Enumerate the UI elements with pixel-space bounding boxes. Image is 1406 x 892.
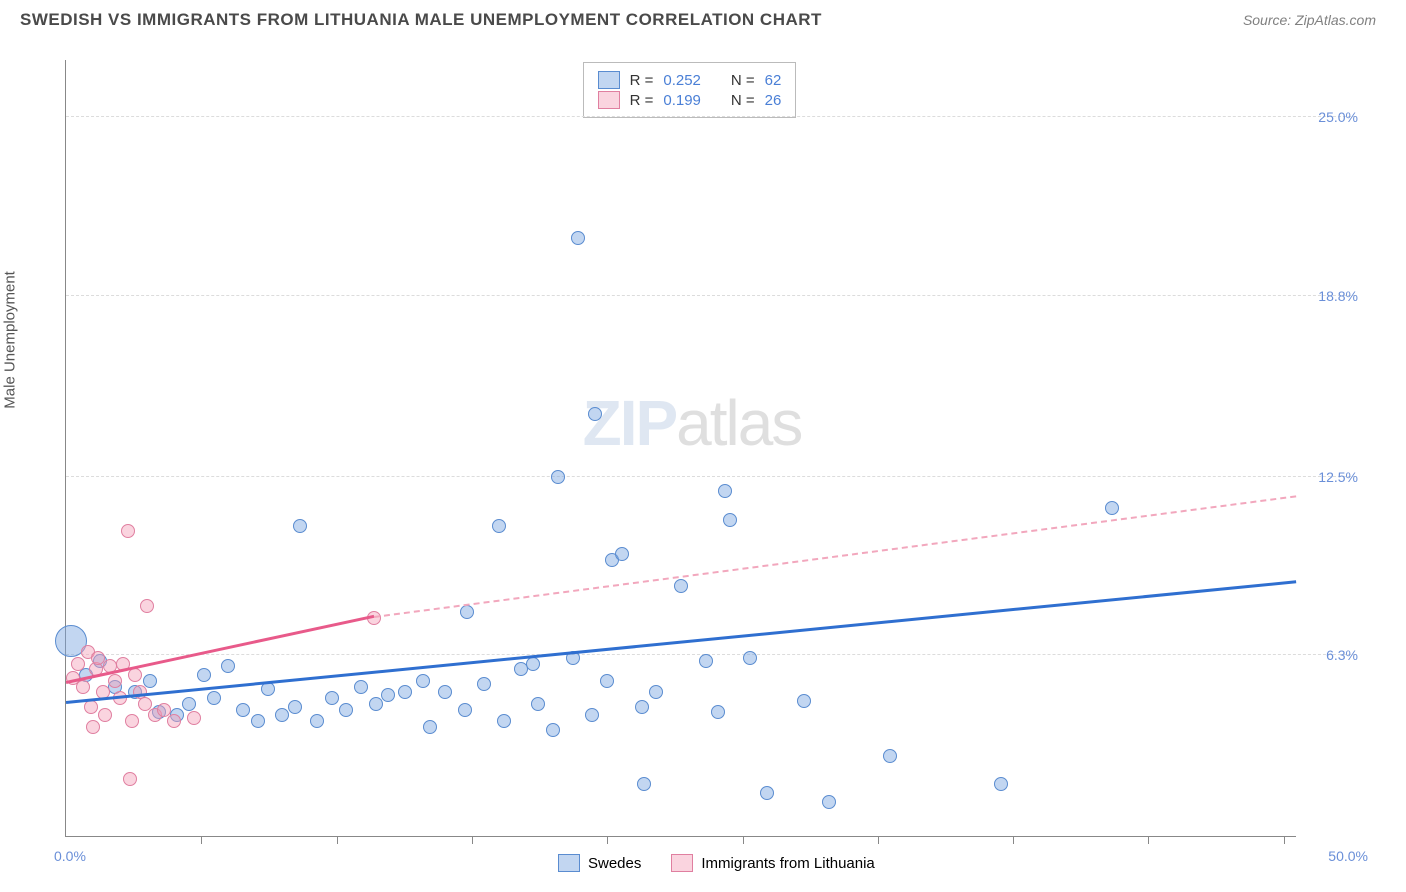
data-point [293, 519, 307, 533]
data-point [251, 714, 265, 728]
data-point [994, 777, 1008, 791]
data-point [1105, 501, 1119, 515]
data-point [743, 651, 757, 665]
data-point [883, 749, 897, 763]
data-point [822, 795, 836, 809]
data-point [275, 708, 289, 722]
data-point [416, 674, 430, 688]
data-point [125, 714, 139, 728]
x-origin-label: 0.0% [54, 848, 86, 864]
data-point [460, 605, 474, 619]
swatch-swedes-icon [558, 854, 580, 872]
legend-lithuania-label: Immigrants from Lithuania [701, 855, 874, 872]
data-point [551, 470, 565, 484]
data-point [354, 680, 368, 694]
data-point [123, 772, 137, 786]
data-point [615, 547, 629, 561]
x-tick [201, 836, 202, 844]
data-point [182, 697, 196, 711]
data-point [325, 691, 339, 705]
gridline [66, 295, 1356, 296]
x-tick [607, 836, 608, 844]
swatch-swedes-icon [598, 71, 620, 89]
data-point [71, 657, 85, 671]
y-tick-label: 12.5% [1318, 469, 1358, 485]
y-tick-label: 18.8% [1318, 288, 1358, 304]
x-tick [472, 836, 473, 844]
data-point [167, 714, 181, 728]
x-tick [878, 836, 879, 844]
gridline [66, 476, 1356, 477]
series-legend: Swedes Immigrants from Lithuania [558, 854, 875, 872]
data-point [236, 703, 250, 717]
data-point [84, 700, 98, 714]
data-point [635, 700, 649, 714]
data-point [187, 711, 201, 725]
data-point [339, 703, 353, 717]
data-point [797, 694, 811, 708]
data-point [760, 786, 774, 800]
data-point [128, 668, 142, 682]
data-point [497, 714, 511, 728]
data-point [585, 708, 599, 722]
gridline [66, 654, 1356, 655]
data-point [477, 677, 491, 691]
data-point [207, 691, 221, 705]
y-tick-label: 25.0% [1318, 109, 1358, 125]
chart-title: SWEDISH VS IMMIGRANTS FROM LITHUANIA MAL… [20, 10, 822, 30]
data-point [438, 685, 452, 699]
data-point [674, 579, 688, 593]
data-point [711, 705, 725, 719]
data-point [221, 659, 235, 673]
x-tick [337, 836, 338, 844]
data-point [369, 697, 383, 711]
data-point [76, 680, 90, 694]
data-point [197, 668, 211, 682]
data-point [600, 674, 614, 688]
chart-container: Male Unemployment ZIPatlas R = 0.252 N =… [20, 45, 1386, 892]
x-tick [1148, 836, 1149, 844]
data-point [398, 685, 412, 699]
data-point [121, 524, 135, 538]
data-point [637, 777, 651, 791]
data-point [310, 714, 324, 728]
data-point [718, 484, 732, 498]
data-point [531, 697, 545, 711]
watermark: ZIPatlas [583, 386, 802, 460]
data-point [143, 674, 157, 688]
data-point [571, 231, 585, 245]
data-point [649, 685, 663, 699]
data-point [723, 513, 737, 527]
data-point [261, 682, 275, 696]
data-point [288, 700, 302, 714]
swatch-lithuania-icon [598, 91, 620, 109]
x-tick [743, 836, 744, 844]
plot-area: ZIPatlas R = 0.252 N = 62 R = 0.199 N = … [65, 60, 1296, 837]
trend-line [373, 495, 1296, 618]
correlation-legend: R = 0.252 N = 62 R = 0.199 N = 26 [583, 62, 797, 118]
x-tick [1284, 836, 1285, 844]
y-axis-label: Male Unemployment [2, 271, 19, 409]
data-point [588, 407, 602, 421]
legend-swedes-label: Swedes [588, 855, 641, 872]
data-point [140, 599, 154, 613]
data-point [86, 720, 100, 734]
swatch-lithuania-icon [671, 854, 693, 872]
data-point [546, 723, 560, 737]
data-point [108, 674, 122, 688]
x-max-label: 50.0% [1328, 848, 1368, 864]
source-label: Source: ZipAtlas.com [1243, 12, 1376, 28]
gridline [66, 116, 1356, 117]
data-point [699, 654, 713, 668]
y-tick-label: 6.3% [1326, 647, 1358, 663]
data-point [492, 519, 506, 533]
data-point [423, 720, 437, 734]
data-point [526, 657, 540, 671]
data-point [98, 708, 112, 722]
trend-line [66, 615, 374, 684]
data-point [381, 688, 395, 702]
x-tick [1013, 836, 1014, 844]
data-point [458, 703, 472, 717]
